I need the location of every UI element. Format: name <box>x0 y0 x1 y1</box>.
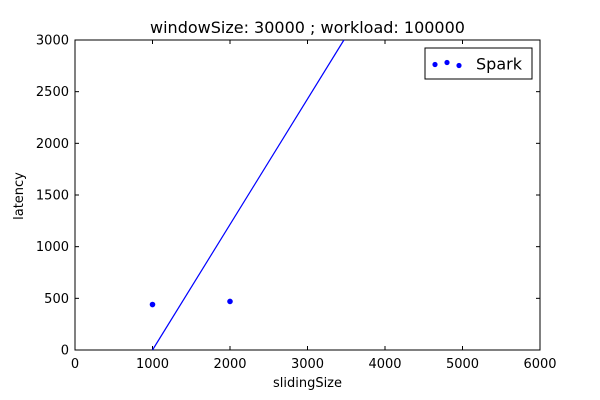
legend-marker <box>456 62 462 69</box>
x-tick-label: 1000 <box>136 357 169 372</box>
y-tick-label: 0 <box>61 344 69 359</box>
y-tick-label: 2000 <box>36 137 69 152</box>
y-tick-label: 3000 <box>36 34 69 49</box>
x-tick-label: 5000 <box>446 357 479 372</box>
scatter-point <box>149 301 156 308</box>
series <box>149 39 345 351</box>
y-tick-label: 1500 <box>36 189 69 204</box>
series-line <box>151 39 345 351</box>
y-tick-label: 2500 <box>36 85 69 100</box>
y-tick-label: 500 <box>44 292 69 307</box>
legend-marker <box>444 59 450 66</box>
x-tick-label: 6000 <box>523 357 556 372</box>
legend-label-spark: Spark <box>476 55 523 74</box>
y-tick-label: 1000 <box>36 240 69 255</box>
chart-title: windowSize: 30000 ; workload: 100000 <box>150 18 465 37</box>
x-tick-label: 2000 <box>213 357 246 372</box>
legend-box <box>424 47 533 80</box>
x-tick-label: 4000 <box>368 357 401 372</box>
axes <box>74 39 541 351</box>
x-tick-label: 0 <box>71 357 79 372</box>
x-axis-label: slidingSize <box>273 376 342 391</box>
x-axis-ticks: 0 1000 2000 3000 4000 5000 6000 <box>71 40 557 372</box>
scatter-point <box>227 298 233 305</box>
y-axis-ticks: 0 500 1000 1500 2000 2500 3000 <box>36 34 540 359</box>
x-tick-label: 3000 <box>291 357 324 372</box>
y-axis-label: latency <box>12 172 27 220</box>
legend: Spark <box>424 47 533 80</box>
legend-marker <box>432 61 438 68</box>
plot-frame <box>74 39 541 351</box>
